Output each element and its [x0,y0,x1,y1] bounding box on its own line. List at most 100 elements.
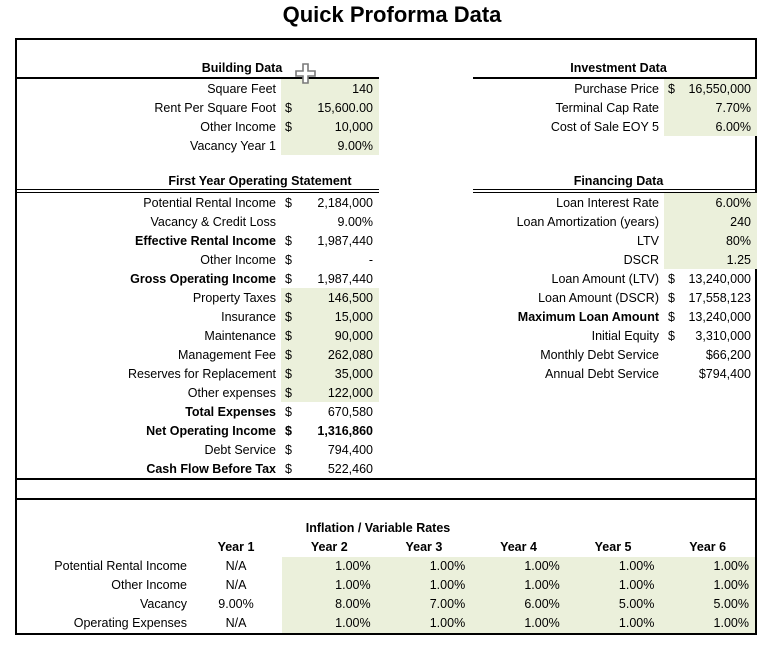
value-cell[interactable]: 6.00% [664,117,757,136]
currency-symbol: $ [285,195,292,210]
rates-value-cell[interactable]: 1.00% [376,576,472,595]
cell-value: 6.00% [715,195,751,210]
rates-value-cell[interactable]: 8.00% [282,595,377,614]
row-label: Maintenance [204,328,276,343]
table-row: Property Taxes $146,500 [17,288,379,307]
rates-value-cell[interactable]: 7.00% [376,595,472,614]
rates-column-header: Year 3 [405,540,443,554]
section-header-financing-data: Financing Data [473,174,757,193]
row-label: Purchase Price [574,81,659,96]
cell-value: 7.70% [715,100,751,115]
rates-value-cell[interactable]: 5.00% [565,595,661,614]
cell-value: 140 [352,81,373,96]
value-cell: $13,240,000 [664,269,757,288]
value-cell[interactable]: $122,000 [281,383,379,402]
currency-symbol: $ [285,119,292,134]
value-cell: $794,400 [664,364,757,383]
value-cell[interactable]: 6.00% [664,193,757,212]
table-row: Maximum Loan Amount $13,240,000 [473,307,757,326]
rates-value-cell[interactable]: 1.00% [282,614,377,633]
value-cell[interactable]: 1.25 [664,250,757,269]
cell-value: 522,460 [327,461,373,476]
value-cell[interactable]: $10,000 [281,117,379,136]
rates-value-cell[interactable]: 1.00% [660,576,755,595]
rates-value-cell[interactable]: 1.00% [565,614,661,633]
rates-value-cell[interactable]: 1.00% [376,557,472,576]
value-cell[interactable]: $146,500 [281,288,379,307]
building-data-section: Building Data Square Feet 140 Rent Per Squ… [17,60,379,155]
row-label: Cash Flow Before Tax [146,461,276,476]
rates-column-header: Year 5 [594,540,632,554]
rates-row-label: Vacancy [139,597,187,611]
value-cell[interactable]: $90,000 [281,326,379,345]
currency-symbol: $ [285,347,292,362]
rates-value-cell[interactable]: 1.00% [471,557,566,576]
row-label: Monthly Debt Service [540,347,659,362]
cell-value: 146,500 [327,290,373,305]
value-cell: $670,580 [281,402,379,421]
cell-value: 9.00% [337,138,373,153]
rates-column-header: Year 2 [310,540,348,554]
rates-row-label: Operating Expenses [73,616,187,630]
table-row: Debt Service $794,400 [17,440,379,459]
rates-value-cell[interactable]: 1.00% [376,614,472,633]
cell-value: 2,184,000 [317,195,373,210]
value-cell[interactable]: $35,000 [281,364,379,383]
value-cell[interactable]: 240 [664,212,757,231]
value-cell[interactable]: $15,000 [281,307,379,326]
value-cell[interactable]: $262,080 [281,345,379,364]
value-cell: $3,310,000 [664,326,757,345]
rates-value-cell[interactable]: 5.00% [660,595,755,614]
rates-value-cell[interactable]: 1.00% [660,557,755,576]
table-row: Rent Per Square Foot $15,600.00 [17,98,379,117]
section-header-investment-data: Investment Data [473,60,757,79]
rates-value-cell[interactable]: 1.00% [282,557,377,576]
rates-value-cell[interactable]: 1.00% [565,557,661,576]
table-row: Other Income $ - [17,250,379,269]
rates-body: Potential Rental Income N/A 1.00% 1.00% 1.00… [17,557,755,633]
rates-value-cell[interactable]: 6.00% [471,595,566,614]
table-row: Total Expenses $670,580 [17,402,379,421]
building-data-rows: Square Feet 140 Rent Per Square Foot $15,60… [17,79,379,155]
row-label: Initial Equity [591,328,659,343]
row-label: Potential Rental Income [143,195,276,210]
table-row: Loan Amount (DSCR) $17,558,123 [473,288,757,307]
currency-symbol: $ [285,252,292,267]
value-cell[interactable]: $16,550,000 [664,79,757,98]
table-row: Monthly Debt Service $66,200 [473,345,757,364]
table-row: Loan Amount (LTV) $13,240,000 [473,269,757,288]
value-cell: $2,184,000 [281,193,379,212]
rates-value-cell[interactable]: 1.00% [282,576,377,595]
cell-value: $66,200 [705,347,751,362]
rates-column-header: Year 4 [500,540,537,554]
value-cell[interactable]: $15,600.00 [281,98,379,117]
rates-value-cell[interactable]: 1.00% [471,576,566,595]
cell-value: 6.00% [715,119,751,134]
rates-year1-cell: 9.00% [218,597,254,611]
row-label: DSCR [623,252,659,267]
rates-value-cell[interactable]: 1.00% [660,614,755,633]
row-label: Other Income [200,119,276,134]
rates-value-cell[interactable]: 1.00% [471,614,566,633]
row-label: Other Income [200,252,276,267]
table-row: Square Feet 140 [17,79,379,98]
rates-value-cell[interactable]: 1.00% [565,576,661,595]
value-cell[interactable]: 9.00% [281,136,379,155]
rates-corner-cell [17,538,190,557]
currency-symbol: $ [668,81,675,96]
row-label: Cost of Sale EOY 5 [550,119,659,134]
currency-symbol: $ [285,442,292,457]
cell-value: 670,580 [327,404,373,419]
rates-table-title: Inflation / Variable Rates [305,521,451,535]
cell-value: 240 [730,214,751,229]
cell-value: 122,000 [327,385,373,400]
rates-year1-cell: N/A [225,578,247,592]
value-cell[interactable]: 80% [664,231,757,250]
row-label: Terminal Cap Rate [555,100,659,115]
table-row: Annual Debt Service $794,400 [473,364,757,383]
table-row: Maintenance $90,000 [17,326,379,345]
value-cell[interactable]: 7.70% [664,98,757,117]
row-label: Maximum Loan Amount [517,309,659,324]
cell-value: 16,550,000 [688,81,751,96]
